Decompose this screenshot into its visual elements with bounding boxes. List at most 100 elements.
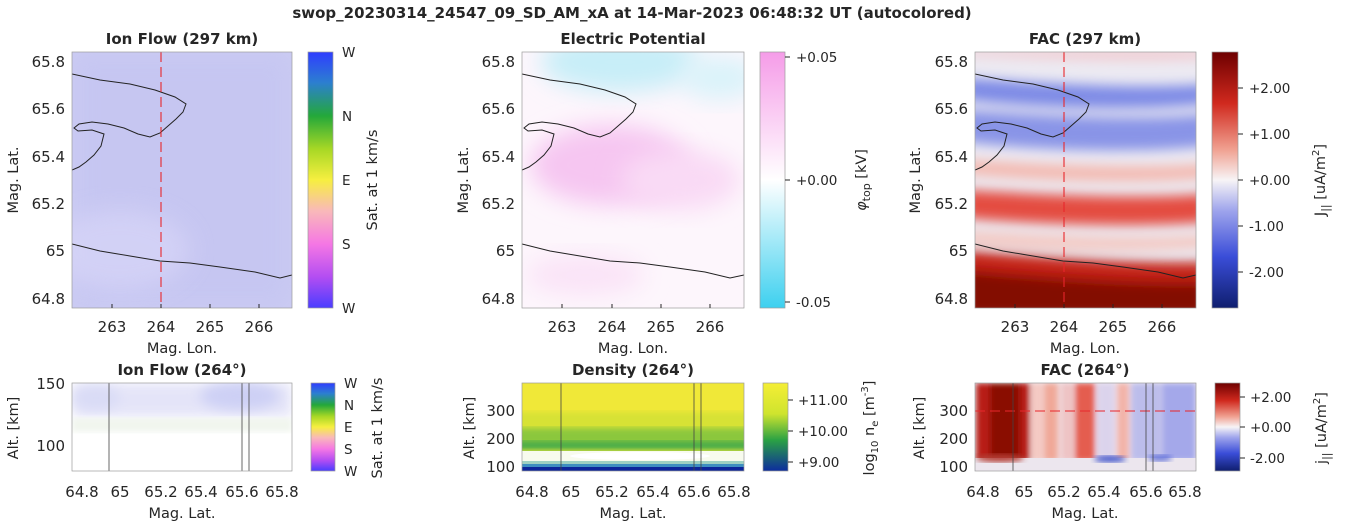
coastline-north bbox=[72, 73, 187, 171]
colorbar-label-mid: n bbox=[862, 427, 878, 441]
y-tick-label: 65.8 bbox=[935, 53, 968, 71]
colorbar-label: φtop [kV] bbox=[854, 149, 873, 211]
colorbar-tick-label: +9.00 bbox=[798, 455, 839, 471]
y-tick-label: 100 bbox=[36, 437, 65, 455]
colorbar-tick-label: +0.00 bbox=[1250, 420, 1291, 436]
colorbar-label: Sat. at 1 km/s bbox=[365, 130, 381, 231]
colorbar-tick-label: S bbox=[342, 237, 351, 253]
y-tick-label: 65 bbox=[46, 242, 65, 260]
colorbar-tick-label: W bbox=[342, 301, 355, 317]
heatmap-image bbox=[522, 383, 744, 471]
panel-fac-264: FAC (264°) 64.8 bbox=[912, 361, 1333, 522]
colorbar-tick-label: W bbox=[342, 45, 355, 61]
y-tick-label: 65.4 bbox=[935, 148, 968, 166]
colorbar-label-end: ] bbox=[1313, 144, 1329, 150]
y-axis-label: Mag. Lat. bbox=[456, 146, 472, 213]
y-tick-label: 150 bbox=[36, 375, 65, 393]
panel-electric-potential: Electric Potential 263 264 265 266 65.8 … bbox=[456, 30, 873, 357]
plot-frame bbox=[71, 51, 293, 309]
colorbar: W N E S W Sat. at 1 km/s bbox=[307, 45, 381, 317]
plot-frame bbox=[521, 382, 745, 472]
y-tick-label: 65.8 bbox=[482, 53, 515, 71]
colorbar-tick-label: -2.00 bbox=[1249, 265, 1284, 281]
colorbar: +2.00 +0.00 -2.00 j|| [uA/m2] bbox=[1214, 382, 1333, 472]
colorbar-gradient bbox=[759, 51, 786, 309]
colorbar-tick-label: W bbox=[344, 464, 357, 480]
colorbar-gradient bbox=[307, 51, 334, 309]
plot-frame bbox=[521, 51, 745, 309]
x-tick-label: 266 bbox=[245, 318, 274, 336]
colorbar-label-main: j bbox=[1314, 460, 1330, 465]
colorbar-label-end: ] bbox=[1314, 392, 1330, 398]
x-tick-label: 265 bbox=[1099, 318, 1128, 336]
y-tick-label: 65.4 bbox=[32, 148, 65, 166]
colorbar-label-sub: top bbox=[860, 183, 873, 201]
x-tick-label: 65.4 bbox=[184, 483, 217, 501]
colorbar-label-sub2: e bbox=[870, 421, 881, 427]
x-tick-label: 266 bbox=[696, 318, 725, 336]
colorbar-gradient bbox=[1214, 382, 1241, 472]
colorbar-tick-label: S bbox=[344, 442, 353, 458]
y-axis-label: Alt. [km] bbox=[6, 397, 22, 460]
panel-title: FAC (264°) bbox=[1041, 361, 1130, 379]
x-tick-label: 266 bbox=[1148, 318, 1177, 336]
y-axis-label: Alt. [km] bbox=[912, 397, 928, 460]
x-tick-label: 65 bbox=[1014, 483, 1033, 501]
colorbar-tick-label: -1.00 bbox=[1249, 219, 1284, 235]
x-tick-label: 65 bbox=[110, 483, 129, 501]
colorbar-tick-label: +2.00 bbox=[1250, 390, 1291, 406]
colorbar-tick-label: +0.00 bbox=[796, 173, 837, 189]
colorbar-tick-label: +10.00 bbox=[798, 424, 848, 440]
y-axis-label: Mag. Lat. bbox=[6, 146, 22, 213]
panel-title: Electric Potential bbox=[560, 30, 705, 48]
panel-title: Density (264°) bbox=[572, 361, 694, 379]
x-tick-label: 65.4 bbox=[636, 483, 669, 501]
y-tick-label: 100 bbox=[486, 458, 515, 476]
y-tick-label: 65.8 bbox=[32, 53, 65, 71]
y-ticks: 300 200 100 bbox=[486, 402, 515, 476]
y-tick-label: 300 bbox=[486, 402, 515, 420]
x-axis-label: Mag. Lon. bbox=[147, 341, 217, 357]
plot-frame bbox=[974, 382, 1197, 472]
coastline-south bbox=[522, 243, 744, 279]
colorbar-label-sub: 10 bbox=[870, 441, 881, 454]
y-tick-label: 64.8 bbox=[935, 290, 968, 308]
y-ticks: 65.8 65.6 65.4 65.2 65 64.8 bbox=[32, 53, 65, 308]
panel-title: FAC (297 km) bbox=[1029, 30, 1141, 48]
y-axis-label: Mag. Lat. bbox=[908, 146, 924, 213]
x-ticks: 64.8 65 65.2 65.4 65.6 65.8 bbox=[966, 483, 1201, 501]
colorbar-tick-label: +0.00 bbox=[1249, 173, 1290, 189]
figure-title: swop_20230314_24547_09_SD_AM_xA at 14-Ma… bbox=[292, 4, 971, 22]
x-tick-label: 65.8 bbox=[717, 483, 750, 501]
y-tick-label: 65 bbox=[496, 242, 515, 260]
colorbar-label-sup: 2 bbox=[1311, 150, 1322, 156]
x-axis-label: Mag. Lon. bbox=[598, 341, 668, 357]
colorbar-label: j|| [uA/m2] bbox=[1312, 392, 1333, 465]
y-tick-label: 65.6 bbox=[482, 100, 515, 118]
x-axis-label: Mag. Lat. bbox=[1051, 506, 1118, 522]
y-tick-label: 65.6 bbox=[935, 100, 968, 118]
colorbar-tick-label: N bbox=[344, 398, 354, 414]
x-tick-label: 263 bbox=[1001, 318, 1030, 336]
colorbar-label-unit: [kV] bbox=[854, 149, 870, 183]
x-tick-label: 265 bbox=[647, 318, 676, 336]
colorbar-label-unit: [uA/m bbox=[1314, 404, 1330, 452]
colorbar-tick-label: +0.05 bbox=[796, 50, 837, 66]
colorbar-tick-label: -2.00 bbox=[1250, 451, 1285, 467]
x-ticks: 64.8 65 65.2 65.4 65.6 65.8 bbox=[65, 483, 298, 501]
x-tick-label: 65.6 bbox=[1129, 483, 1162, 501]
x-tick-label: 264 bbox=[1050, 318, 1079, 336]
plot-frame bbox=[974, 51, 1197, 309]
colorbar-tick-label: +1.00 bbox=[1249, 127, 1290, 143]
colorbar-label-sup: 2 bbox=[1312, 398, 1323, 404]
x-tick-label: 65.2 bbox=[595, 483, 628, 501]
x-ticks: 263 264 265 266 bbox=[548, 304, 725, 336]
x-tick-label: 65.8 bbox=[265, 483, 298, 501]
colorbar-label-main: log bbox=[862, 453, 878, 475]
x-tick-label: 65.8 bbox=[1168, 483, 1201, 501]
colorbar: +0.05 +0.00 -0.05 φtop [kV] bbox=[759, 50, 873, 311]
y-tick-label: 200 bbox=[486, 430, 515, 448]
x-tick-label: 64.8 bbox=[966, 483, 999, 501]
y-tick-label: 65.4 bbox=[482, 148, 515, 166]
